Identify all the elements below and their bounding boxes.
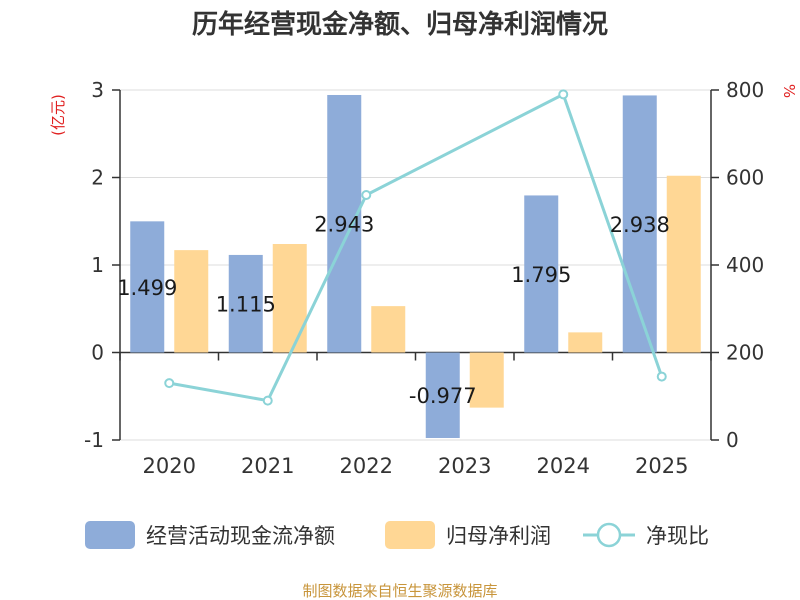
ratio-line — [164, 89, 667, 406]
chart-title: 历年经营现金净额、归母净利润情况 — [192, 9, 608, 40]
legend-swatch-profit — [385, 521, 435, 549]
source-note: 制图数据来自恒生聚源数据库 — [302, 582, 497, 600]
left-tick-label: 3 — [91, 78, 104, 102]
x-tick-label: 2025 — [635, 454, 688, 478]
legend-swatch-cash — [85, 521, 135, 549]
left-tick-label: 0 — [91, 341, 104, 365]
bar-cash-2024 — [524, 195, 559, 353]
ratio-point — [361, 190, 372, 200]
data-label-cash: 2.943 — [314, 213, 374, 237]
right-tick-label: 200 — [726, 341, 764, 365]
ratio-point — [656, 371, 667, 382]
left-tick-label: 2 — [91, 166, 104, 190]
left-tick-label: -1 — [84, 428, 104, 452]
legend: 经营活动现金流净额 归母净利润 净现比 — [85, 521, 709, 549]
x-tick-label: 2024 — [537, 454, 590, 478]
bar-profit-2024 — [568, 332, 603, 353]
ratio-point — [262, 395, 273, 406]
x-tick-label: 2020 — [143, 454, 196, 478]
legend-label-cash: 经营活动现金流净额 — [146, 524, 335, 548]
left-axis-ticks: -1 0 1 2 3 — [84, 78, 120, 452]
bar-profit-2025 — [666, 175, 701, 353]
ratio-point — [558, 89, 569, 100]
right-tick-label: 0 — [726, 428, 739, 452]
data-label-cash: 1.795 — [511, 263, 571, 287]
data-label-cash: 2.938 — [610, 213, 670, 237]
left-tick-label: 1 — [91, 253, 104, 277]
x-tick-label: 2023 — [438, 454, 491, 478]
x-axis-ticks: 2020 2021 2022 2023 2024 2025 — [143, 454, 689, 478]
legend-label-ratio: 净现比 — [646, 524, 709, 548]
ratio-point — [164, 378, 175, 389]
bar-profit-2021 — [272, 244, 307, 353]
bar-profit-2023 — [469, 352, 504, 408]
x-tick-label: 2022 — [340, 454, 393, 478]
right-tick-label: 400 — [726, 253, 764, 277]
right-axis-ticks: 0 200 400 600 800 — [711, 78, 764, 452]
data-label-cash: 1.499 — [117, 276, 177, 300]
right-tick-label: 600 — [726, 166, 764, 190]
axes — [119, 90, 712, 440]
bar-profit-2020 — [174, 250, 209, 353]
right-tick-label: 800 — [726, 78, 764, 102]
legend-swatch-ratio-marker — [596, 522, 622, 548]
bars — [130, 94, 701, 438]
left-axis-unit: (亿元) — [49, 94, 67, 136]
legend-label-profit: 归母净利润 — [446, 524, 551, 548]
right-axis-unit: % — [780, 84, 798, 98]
bar-cash-2023 — [425, 352, 460, 438]
x-tick-label: 2021 — [241, 454, 294, 478]
data-labels: 1.499 1.115 2.943 -0.977 1.795 2.938 — [117, 213, 670, 409]
bar-cash-2021 — [228, 254, 263, 353]
bar-cash-2022 — [327, 94, 362, 353]
data-label-cash: 1.115 — [216, 293, 276, 317]
bar-profit-2022 — [371, 306, 406, 353]
data-label-cash: -0.977 — [409, 384, 477, 408]
bar-cash-2020 — [130, 221, 165, 353]
